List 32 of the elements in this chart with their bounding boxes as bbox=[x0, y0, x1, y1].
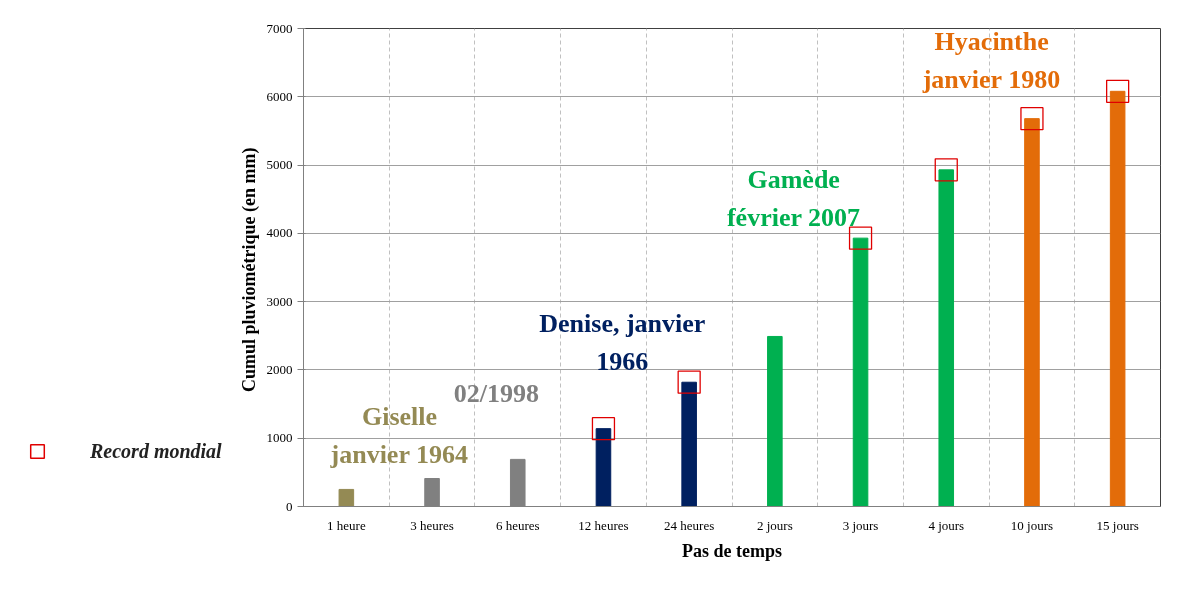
bar bbox=[938, 169, 955, 507]
y-tick-label: 7000 bbox=[266, 20, 293, 36]
bar bbox=[1109, 90, 1126, 507]
y-axis-title: Cumul pluviométrique (en mm) bbox=[238, 147, 260, 392]
legend-label: Record mondial bbox=[90, 439, 222, 463]
x-tick-label: 1 heure bbox=[327, 517, 366, 533]
x-tick-label: 24 heures bbox=[664, 517, 715, 533]
x-tick-label: 3 heures bbox=[410, 517, 454, 533]
bar bbox=[852, 237, 869, 507]
bar bbox=[1024, 118, 1040, 507]
x-tick-label: 2 jours bbox=[756, 517, 793, 533]
y-tick-label: 3000 bbox=[266, 293, 293, 309]
x-tick-label: 3 jours bbox=[842, 517, 879, 533]
bar bbox=[681, 381, 697, 507]
bar bbox=[595, 428, 612, 507]
x-tick-label: 4 jours bbox=[928, 517, 965, 533]
x-tick-label: 10 jours bbox=[1010, 517, 1054, 533]
bar bbox=[767, 335, 783, 507]
x-tick-label: 15 jours bbox=[1096, 517, 1139, 533]
y-tick-label: 0 bbox=[286, 498, 293, 514]
y-tick-label: 4000 bbox=[266, 225, 293, 241]
x-tick-label: 6 heures bbox=[495, 517, 540, 533]
x-axis-title: Pas de temps bbox=[682, 540, 782, 561]
y-tick-label: 5000 bbox=[266, 157, 293, 173]
y-tick-label: 2000 bbox=[266, 361, 293, 377]
annotation: Denise, janvier 1966 bbox=[539, 309, 706, 376]
y-tick-label: 1000 bbox=[266, 430, 293, 446]
y-tick-label: 6000 bbox=[266, 88, 293, 104]
x-tick-label: 12 heures bbox=[578, 517, 629, 533]
annotation: Hyacinthe janvier 1980 bbox=[921, 27, 1061, 94]
annotation: Gamède février 2007 bbox=[726, 165, 861, 233]
bar bbox=[338, 488, 355, 507]
